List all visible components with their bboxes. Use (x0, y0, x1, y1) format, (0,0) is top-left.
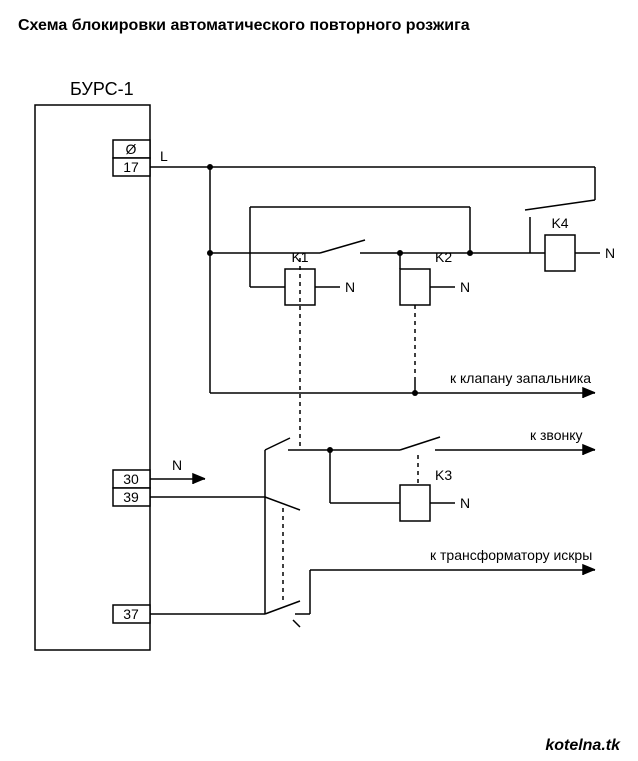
wire (293, 620, 300, 627)
device-label: БУРС-1 (70, 79, 134, 99)
svg-text:K4: K4 (551, 215, 568, 231)
wire (265, 601, 300, 614)
arrow (583, 388, 595, 398)
svg-text:30: 30 (123, 471, 139, 487)
relay-K2: K2 N (385, 249, 470, 305)
device-block (35, 105, 150, 650)
svg-text:17: 17 (123, 159, 139, 175)
terminal-30: 30 (113, 470, 150, 488)
label-L: L (160, 148, 168, 164)
svg-text:N: N (345, 279, 355, 295)
svg-text:Ø: Ø (126, 141, 137, 157)
wire (265, 438, 290, 450)
footer: kotelna.tk (545, 737, 621, 754)
arrow (583, 565, 595, 575)
output-valve: к клапану запальника (450, 370, 591, 386)
relay-K4: K4 N (530, 215, 615, 271)
svg-text:37: 37 (123, 606, 139, 622)
arrow (583, 445, 595, 455)
output-bell: к звонку (530, 427, 583, 443)
relay-K3: K3 N (380, 455, 470, 521)
output-spark: к трансформатору искры (430, 547, 592, 563)
arrow (193, 474, 205, 484)
terminal-37: 37 (113, 605, 150, 623)
svg-text:K3: K3 (435, 467, 452, 483)
wire (400, 437, 440, 450)
terminal-L: Ø (113, 140, 150, 158)
svg-text:K1: K1 (291, 249, 308, 265)
svg-text:N: N (460, 495, 470, 511)
terminal-39: 39 (113, 488, 150, 506)
svg-text:39: 39 (123, 489, 139, 505)
page-title: Схема блокировки автоматического повторн… (18, 17, 470, 34)
label-N: N (172, 457, 182, 473)
svg-text:N: N (460, 279, 470, 295)
schematic-diagram: Схема блокировки автоматического повторн… (0, 0, 638, 761)
wire (320, 240, 365, 253)
terminal-17: 17 (113, 158, 150, 176)
relay-K1: K1 N (250, 249, 355, 305)
svg-text:N: N (605, 245, 615, 261)
wire (525, 200, 595, 210)
svg-text:K2: K2 (435, 249, 452, 265)
